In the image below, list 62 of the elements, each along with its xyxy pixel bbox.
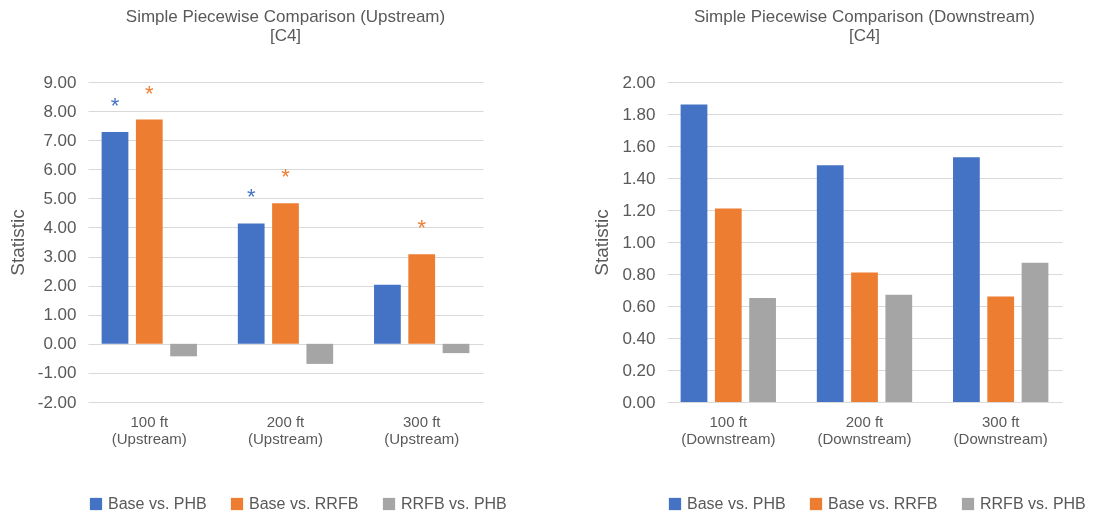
y-tick-label: 6.00	[43, 159, 77, 179]
x-tick-label: 100 ft (Downstream)	[681, 412, 776, 447]
x-tick-label: 200 ft (Downstream)	[817, 412, 912, 447]
y-tick-label: 1.00	[622, 232, 656, 252]
legend-label: RRFB vs. PHB	[980, 495, 1086, 512]
x-tick-label: 300 ft (Downstream)	[953, 412, 1048, 447]
legend-label: Base vs. RRFB	[828, 495, 938, 512]
y-tick-label: 0.00	[622, 392, 656, 412]
bar	[851, 272, 878, 402]
y-tick-label: 9.00	[43, 72, 77, 92]
y-axis-title: Statistic	[591, 209, 613, 276]
y-tick-label: 1.60	[622, 136, 656, 156]
bar	[272, 203, 299, 344]
y-tick-label: 5.00	[43, 188, 77, 208]
bar	[953, 157, 980, 402]
data-label: *	[417, 215, 427, 241]
y-tick-label: 0.40	[622, 328, 656, 348]
y-tick-label: 1.20	[622, 200, 656, 220]
x-tick-label: 200 ft (Upstream)	[247, 412, 324, 447]
data-label: *	[145, 80, 155, 106]
y-tick-label: 2.00	[43, 276, 77, 296]
data-label: *	[246, 184, 256, 210]
y-tick-label: 2.00	[622, 72, 656, 92]
y-axis-title: Statistic	[6, 209, 28, 276]
y-tick-label: 3.00	[43, 247, 77, 267]
y-tick-label: 1.80	[622, 104, 656, 124]
x-tick-label: 300 ft (Upstream)	[384, 412, 460, 447]
y-tick-label: 1.40	[622, 168, 656, 188]
data-label: *	[110, 93, 120, 119]
legend-label: Base vs. PHB	[108, 495, 207, 512]
chart-title: Simple Piecewise Comparison (Upstream) [C4]	[125, 7, 446, 45]
y-tick-label: 7.00	[43, 130, 77, 150]
bar	[714, 208, 742, 402]
y-tick-label: 4.00	[43, 217, 77, 237]
y-tick-label: 0.60	[622, 296, 656, 316]
bar	[680, 104, 708, 402]
bar	[1021, 262, 1049, 402]
legend-label: Base vs. RRFB	[249, 495, 359, 512]
x-tick-label: 100 ft (Upstream)	[111, 412, 187, 447]
y-tick-label: -1.00	[37, 363, 77, 383]
chart-title: Simple Piecewise Comparison (Downstream) [C4]	[693, 7, 1036, 45]
legend-label: RRFB vs. PHB	[401, 495, 507, 512]
bar	[306, 343, 334, 364]
y-tick-label: -2.00	[37, 392, 77, 412]
bar	[816, 165, 844, 402]
data-label: *	[281, 164, 291, 190]
bar	[237, 223, 265, 344]
y-tick-label: 0.20	[622, 360, 656, 380]
bar	[408, 254, 436, 344]
bar	[170, 343, 197, 357]
legend-label: Base vs. PHB	[687, 495, 786, 512]
bar	[101, 132, 129, 344]
y-tick-label: 8.00	[43, 101, 77, 121]
bar	[885, 294, 913, 402]
bar	[987, 296, 1015, 402]
bar	[749, 298, 776, 402]
y-tick-label: 0.00	[43, 334, 77, 354]
bar	[374, 284, 401, 344]
bar	[442, 343, 470, 354]
y-tick-label: 1.00	[43, 305, 77, 325]
bar	[135, 119, 163, 344]
y-tick-label: 0.80	[622, 264, 656, 284]
